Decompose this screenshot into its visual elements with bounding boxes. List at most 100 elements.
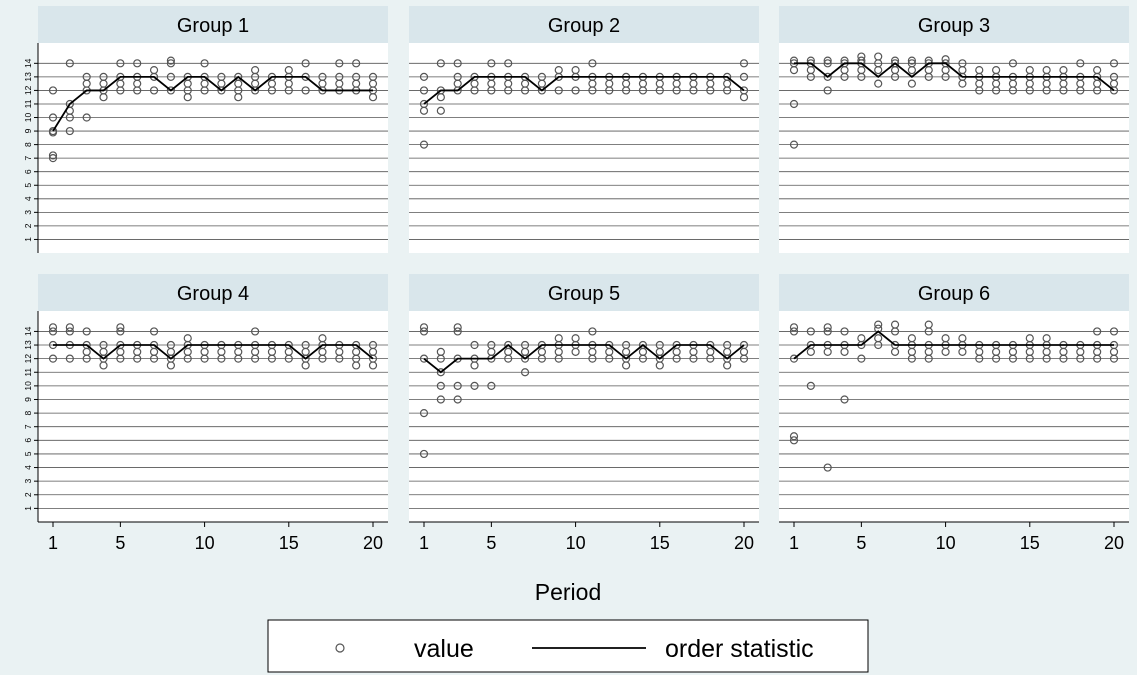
x-tick-label: 5 <box>115 533 125 553</box>
x-tick-label: 15 <box>650 533 670 553</box>
value-point <box>739 354 749 363</box>
value-point <box>419 327 429 336</box>
panel-header <box>779 6 1129 43</box>
y-tick-label: 2 <box>23 223 33 228</box>
value-point <box>217 354 226 363</box>
value-point <box>504 86 513 95</box>
value-point <box>907 79 916 88</box>
value-point <box>806 381 815 390</box>
panel-title: Group 6 <box>918 283 990 305</box>
order-statistic-line <box>423 75 745 105</box>
value-point <box>470 340 479 350</box>
x-tick-label: 20 <box>363 533 383 553</box>
value-point <box>65 327 74 336</box>
x-tick-label: 20 <box>1104 533 1124 553</box>
x-tick-label: 10 <box>195 533 215 553</box>
x-axis-title: Period <box>535 579 601 605</box>
value-point <box>116 327 125 336</box>
plot-area <box>409 43 759 253</box>
value-point <box>149 327 159 336</box>
value-point <box>789 432 799 441</box>
value-point <box>116 323 125 332</box>
value-point <box>588 327 597 336</box>
value-point <box>874 65 883 75</box>
value-point <box>318 354 327 363</box>
value-point <box>823 86 832 95</box>
value-point <box>823 463 832 472</box>
panel-2: Group 2 <box>409 6 759 253</box>
legend-value-label: value <box>414 635 474 663</box>
value-point <box>1109 354 1119 363</box>
value-point <box>655 86 664 95</box>
value-point <box>48 86 58 95</box>
value-point <box>520 354 530 363</box>
value-point <box>739 72 749 81</box>
value-point <box>1093 327 1102 336</box>
value-point <box>487 86 496 95</box>
value-point <box>436 93 445 102</box>
y-tick-label: 12 <box>23 85 33 95</box>
value-point <box>789 99 799 109</box>
value-point <box>65 113 74 122</box>
value-point <box>554 354 563 363</box>
value-point <box>723 361 732 370</box>
value-point <box>789 323 799 332</box>
y-tick-label: 1 <box>23 237 33 242</box>
value-point <box>924 72 933 81</box>
value-point <box>251 86 260 95</box>
value-point <box>622 361 631 370</box>
value-point <box>267 86 277 95</box>
value-point <box>806 347 815 356</box>
value-point <box>840 327 849 336</box>
value-point <box>806 327 815 336</box>
value-point <box>284 86 293 95</box>
y-tick-label: 5 <box>23 451 33 456</box>
value-point <box>789 327 799 336</box>
y-tick-label: 8 <box>23 410 33 415</box>
value-point <box>840 72 849 81</box>
value-point <box>82 354 91 363</box>
value-point <box>251 327 260 336</box>
value-point <box>504 354 513 363</box>
value-point <box>183 93 192 102</box>
value-point <box>65 323 74 332</box>
value-point <box>352 361 361 370</box>
value-point <box>419 86 429 95</box>
y-tick-label: 9 <box>23 397 33 402</box>
value-point <box>1008 86 1018 95</box>
value-point <box>823 56 832 65</box>
legend-value-marker <box>335 643 345 653</box>
value-point <box>941 72 950 81</box>
order-statistic-line <box>423 343 745 374</box>
value-point <box>200 354 209 363</box>
value-point <box>116 86 125 95</box>
legend-box <box>267 619 869 673</box>
value-point <box>453 381 462 390</box>
value-point <box>975 86 984 95</box>
value-point <box>166 59 175 68</box>
value-point <box>419 323 429 332</box>
value-point <box>1093 354 1102 363</box>
value-point <box>48 128 58 137</box>
value-point <box>975 354 984 363</box>
value-point <box>453 59 462 68</box>
value-point <box>1042 354 1051 363</box>
value-point <box>166 86 175 95</box>
value-point <box>301 59 310 68</box>
value-point <box>48 151 58 160</box>
value-point <box>470 361 479 370</box>
value-point <box>133 354 142 363</box>
value-point <box>1025 354 1034 363</box>
value-point <box>149 86 159 95</box>
value-point <box>183 354 192 363</box>
value-point <box>890 72 900 81</box>
value-point <box>65 126 74 136</box>
value-point <box>251 354 260 363</box>
panel-5: Group 51 5 10 15 20 <box>409 274 759 553</box>
value-point <box>1025 86 1034 95</box>
value-point <box>806 72 815 81</box>
y-tick-label: 13 <box>23 340 33 350</box>
x-tick-label: 1 <box>789 533 799 553</box>
value-point <box>301 361 310 370</box>
y-tick-label: 11 <box>23 99 33 108</box>
